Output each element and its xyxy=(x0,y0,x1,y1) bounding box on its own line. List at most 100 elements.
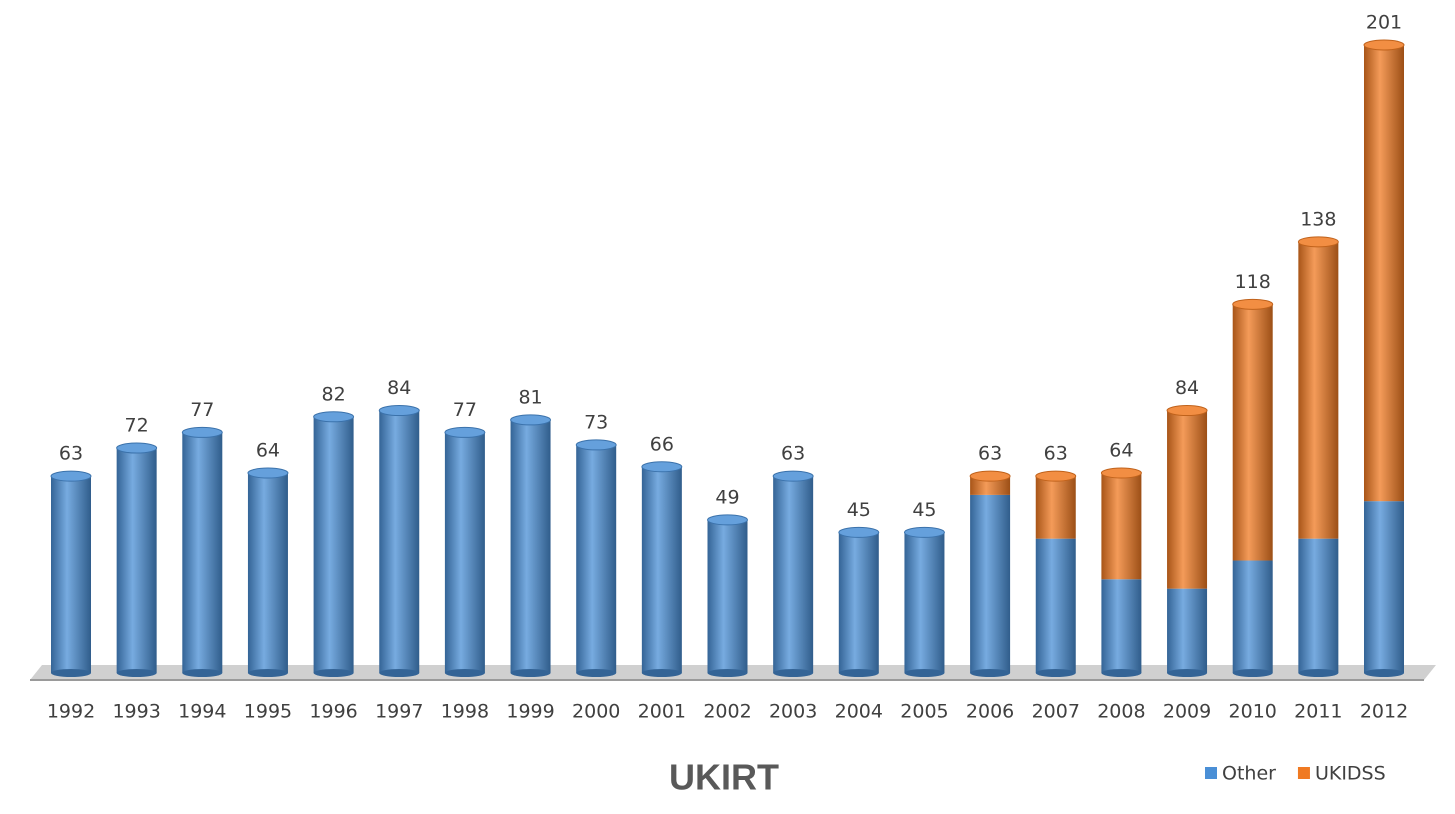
x-tick-label: 1998 xyxy=(441,701,489,723)
data-label: 66 xyxy=(650,433,674,455)
bar-segment xyxy=(51,476,91,673)
bar-cap xyxy=(707,514,748,526)
bar-base xyxy=(182,669,223,677)
bar-segment xyxy=(1035,476,1076,539)
bar-segment xyxy=(444,432,485,673)
x-tick-label: 2011 xyxy=(1294,701,1342,723)
data-label: 49 xyxy=(715,486,739,508)
bar-segment xyxy=(838,532,879,673)
x-tick-label: 2009 xyxy=(1163,701,1211,723)
bar-cap xyxy=(1363,39,1405,51)
bar-base xyxy=(379,669,420,677)
bar-segment xyxy=(1364,45,1404,502)
bar-segment xyxy=(773,476,814,673)
bar-segment xyxy=(379,410,420,673)
bar-base xyxy=(641,669,682,677)
bar-segment xyxy=(116,448,157,673)
bar-base xyxy=(1298,669,1339,677)
bar-segment xyxy=(970,494,1011,673)
bar-base xyxy=(838,669,879,677)
bar-base xyxy=(970,669,1011,677)
data-label: 138 xyxy=(1300,208,1336,230)
bar-cap xyxy=(1232,298,1274,310)
bar-cap xyxy=(50,470,92,482)
data-label: 63 xyxy=(59,443,83,465)
data-label: 201 xyxy=(1366,12,1402,34)
bar-cap xyxy=(116,442,158,454)
bar-base xyxy=(773,669,814,677)
bar-cap xyxy=(444,426,486,438)
bar-cap xyxy=(772,470,814,482)
bar-base xyxy=(904,669,945,677)
bar-base xyxy=(313,669,354,677)
bar-base xyxy=(707,669,748,677)
bar-segment xyxy=(1167,410,1208,589)
data-label: 45 xyxy=(912,499,936,521)
bar-segment xyxy=(510,419,551,673)
x-tick-label: 2003 xyxy=(769,701,817,723)
bar-segment xyxy=(247,473,288,673)
bar-cap xyxy=(1100,467,1142,479)
x-tick-label: 2000 xyxy=(572,701,620,723)
x-tick-label: 2010 xyxy=(1229,701,1277,723)
x-tick-label: 2005 xyxy=(900,701,948,723)
bar-cap xyxy=(510,414,552,426)
data-label: 118 xyxy=(1235,271,1271,293)
x-tick-label: 2004 xyxy=(835,701,883,723)
bar-cap xyxy=(575,439,617,451)
x-tick-label: 2002 xyxy=(703,701,751,723)
bar-base xyxy=(1101,669,1142,677)
bar-base xyxy=(576,669,617,677)
data-label: 73 xyxy=(584,411,608,433)
bar-segment xyxy=(1035,538,1076,673)
bar-cap xyxy=(903,526,945,538)
bar-cap xyxy=(1297,236,1339,248)
bar-segment xyxy=(904,532,945,673)
data-label: 64 xyxy=(256,440,280,462)
legend-label: UKIDSS xyxy=(1315,763,1386,785)
bar-base xyxy=(1364,669,1404,677)
legend-swatch xyxy=(1297,767,1310,779)
bar-segment xyxy=(182,432,223,673)
x-tick-label: 1997 xyxy=(375,701,423,723)
bar-segment xyxy=(1298,538,1339,673)
bar-segment xyxy=(1364,501,1404,673)
bar-cap xyxy=(181,426,223,438)
data-label: 45 xyxy=(847,499,871,521)
x-tick-label: 1993 xyxy=(112,701,160,723)
legend-label: Other xyxy=(1222,763,1276,785)
data-label: 82 xyxy=(322,383,346,405)
data-label: 72 xyxy=(125,415,149,437)
bar-segment xyxy=(1167,588,1208,673)
bar-base xyxy=(116,669,157,677)
x-tick-label: 1996 xyxy=(309,701,357,723)
bar-base xyxy=(510,669,551,677)
bar-base xyxy=(1167,669,1208,677)
data-label: 63 xyxy=(978,443,1002,465)
bar-segment xyxy=(1232,304,1273,561)
bar-cap xyxy=(247,467,289,479)
data-label: 64 xyxy=(1109,440,1133,462)
data-label: 77 xyxy=(190,399,214,421)
data-label: 63 xyxy=(1044,443,1068,465)
legend-swatch xyxy=(1205,767,1217,779)
bar-cap xyxy=(1166,405,1208,417)
x-tick-label: 2008 xyxy=(1097,701,1145,723)
bar-cap xyxy=(969,470,1011,482)
data-label: 84 xyxy=(387,377,411,399)
bar-segment xyxy=(1101,579,1142,673)
bar-segment xyxy=(707,519,748,673)
x-tick-label: 2001 xyxy=(638,701,686,723)
bar-segment xyxy=(1232,560,1273,673)
data-label: 77 xyxy=(453,399,477,421)
chart-title: UKIRT xyxy=(669,757,779,798)
bar-cap xyxy=(1035,470,1077,482)
bar-base xyxy=(444,669,485,677)
bar-base xyxy=(1232,669,1273,677)
x-tick-label: 2007 xyxy=(1032,701,1080,723)
bar-cap xyxy=(313,411,355,423)
bar-segment xyxy=(1101,473,1142,580)
bar-base xyxy=(1035,669,1076,677)
bar-cap xyxy=(838,526,880,538)
bar-cap xyxy=(641,461,683,473)
